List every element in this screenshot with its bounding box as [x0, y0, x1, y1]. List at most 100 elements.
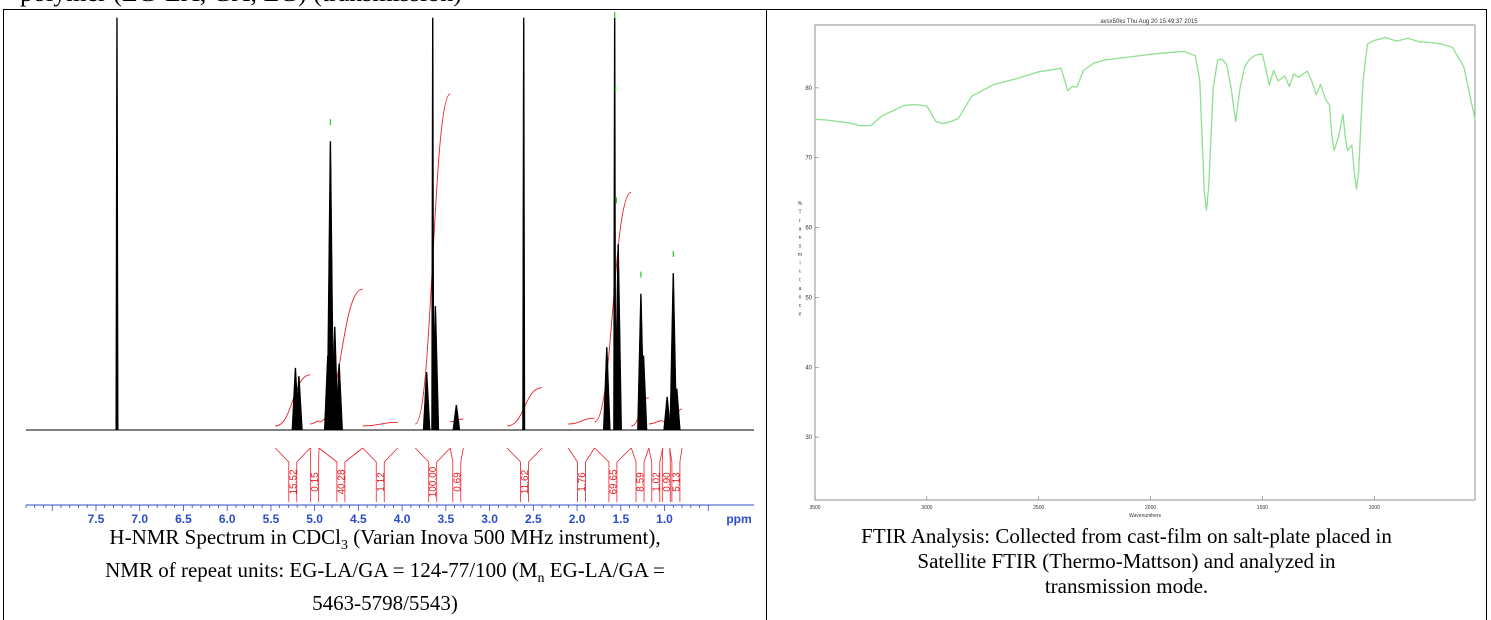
nmr-integral-brackets: 15.52 0.15 40.28 1.12 100.00 0.69 11.62 1.76 69.… — [275, 447, 683, 502]
nmr-integral-label: 11.62 — [520, 469, 531, 494]
nmr-tick-label: 1.0 — [656, 512, 673, 526]
ftir-panel: avsx50ks Thu Aug 20 15:49:37 2015 30 40 50… — [767, 10, 1486, 620]
nmr-caption-line-1-a: H-NMR Spectrum in CDCl — [109, 525, 341, 549]
nmr-integral-bracket — [648, 447, 664, 502]
nmr-integral-bracket — [567, 447, 595, 502]
ftir-spectrum: avsx50ks Thu Aug 20 15:49:37 2015 30 40 50… — [798, 19, 1476, 519]
nmr-tick-label: 6.0 — [219, 512, 236, 526]
ftir-y-label-letter: a — [799, 227, 802, 233]
ftir-y-label-letter: a — [799, 286, 802, 292]
ftir-x-tick-label: 3500 — [809, 505, 820, 511]
header-fragment-text: polymer (EG-LA, GA, EG) (transmission) — [20, 0, 462, 8]
nmr-tick-label: 5.5 — [263, 512, 280, 526]
nmr-integral-curve — [594, 191, 632, 423]
nmr-panel: 15.52 0.15 40.28 1.12 100.00 0.69 11.62 1.76 69.… — [4, 10, 766, 620]
nmr-peak-markers — [329, 12, 674, 278]
nmr-peak — [295, 376, 303, 431]
ftir-x-tick-label: 1500 — [1257, 505, 1268, 511]
nmr-integral-label: 0.15 — [310, 472, 321, 492]
nmr-integral-bracket — [414, 447, 451, 502]
nmr-tick-label: 5.0 — [306, 512, 323, 526]
ftir-y-label-letter: m — [798, 252, 802, 258]
ftir-y-label-letter: e — [799, 312, 802, 318]
nmr-axis-unit: ppm — [726, 512, 751, 526]
ftir-caption-line-1: FTIR Analysis: Collected from cast-film … — [861, 524, 1392, 548]
nmr-integral-curve — [310, 420, 320, 425]
nmr-caption-line-1-b: (Varian Inova 500 MHz instrument), — [348, 525, 661, 549]
nmr-integral-label: 1.12 — [376, 472, 387, 492]
nmr-integral-label: 1.02 — [651, 472, 662, 492]
nmr-peak — [115, 17, 119, 431]
ftir-caption-line-3: transmission mode. — [1044, 574, 1209, 598]
nmr-peak — [639, 355, 648, 431]
ftir-x-tick-label: 1000 — [1369, 505, 1380, 511]
nmr-integral-bracket — [309, 447, 320, 502]
nmr-integral-bracket — [449, 447, 464, 502]
nmr-integral-curve — [362, 421, 398, 427]
nmr-tick-label: 4.5 — [350, 512, 367, 526]
ftir-y-label-letter: n — [799, 295, 802, 301]
nmr-tick-label: 6.5 — [175, 512, 192, 526]
nmr-peak — [663, 396, 671, 431]
ftir-caption: FTIR Analysis: Collected from cast-film … — [767, 524, 1486, 599]
table-border-middle — [766, 9, 767, 620]
ftir-y-label-letter: % — [798, 201, 803, 207]
nmr-integral-label: 8.59 — [636, 472, 647, 492]
ftir-y-label-letter: i — [799, 261, 800, 267]
nmr-x-axis: 7.5 7.0 6.5 6.0 5.5 5.0 4.5 4.0 3.5 3.0 2.5 2.0 1.5 1… — [25, 504, 754, 526]
nmr-caption-line-2: NMR of repeat units: EG-LA/GA = 124-77/1… — [4, 558, 766, 591]
nmr-peak — [452, 404, 461, 431]
ftir-x-tick-label: 2000 — [1145, 505, 1156, 511]
nmr-integral-bracket — [661, 447, 671, 502]
nmr-peak — [614, 244, 622, 431]
nmr-integral-label: 100.00 — [428, 466, 439, 497]
ftir-y-tick-label: 60 — [805, 226, 812, 232]
ftir-plot-frame — [814, 24, 1476, 501]
nmr-integral-label: 15.52 — [288, 469, 299, 494]
ftir-y-label-letter: t — [799, 278, 801, 284]
table-border-top — [3, 9, 1487, 10]
ftir-y-label-letter: c — [799, 303, 802, 309]
nmr-integral-curve — [275, 374, 311, 427]
ftir-x-axis-label: Wavenumbers — [1129, 513, 1162, 519]
nmr-caption-line-1: H-NMR Spectrum in CDCl3 (Varian Inova 50… — [4, 525, 766, 558]
nmr-tick-label: 2.0 — [569, 512, 586, 526]
ftir-y-label-letter: t — [799, 269, 801, 275]
ftir-x-tick-label: 2500 — [1033, 505, 1044, 511]
nmr-tick-label: 3.5 — [438, 512, 455, 526]
ftir-series-line — [814, 36, 1476, 211]
nmr-peak — [335, 363, 343, 431]
ftir-y-tick-label: 50 — [805, 295, 812, 301]
ftir-y-label-letter: T — [798, 210, 801, 216]
ftir-axes: 30 40 50 60 70 80 3500 3000 2500 2000 1500 1000 — [805, 86, 1380, 511]
nmr-integral-label: 0.90 — [662, 472, 673, 492]
nmr-integral-bracket — [275, 447, 311, 502]
nmr-integral-bracket — [669, 447, 683, 502]
nmr-integral-label: 1.76 — [577, 472, 588, 492]
ftir-plot-header: avsx50ks Thu Aug 20 15:49:37 2015 — [1100, 19, 1198, 25]
nmr-integral-bracket — [594, 447, 632, 502]
nmr-peak — [431, 306, 440, 431]
ftir-spectrum-line — [814, 36, 1476, 211]
nmr-peak — [602, 347, 611, 431]
ftir-y-tick-label: 30 — [805, 435, 812, 441]
nmr-integral-bracket — [318, 447, 364, 502]
nmr-tick-label: 7.5 — [88, 512, 105, 526]
nmr-integral-curve — [568, 417, 595, 425]
nmr-peak — [672, 388, 681, 431]
nmr-caption-sub-3: 3 — [341, 538, 348, 554]
nmr-integral-bracket — [362, 447, 399, 502]
nmr-integral-curve — [648, 420, 663, 425]
nmr-peak — [522, 17, 526, 431]
table-border-right — [1486, 9, 1487, 620]
header-fragment: polymer (EG-LA, GA, EG) (transmission) — [0, 0, 1491, 9]
nmr-caption-line-2-b: EG-LA/GA = — [544, 558, 665, 583]
nmr-spectrum: 15.52 0.15 40.28 1.12 100.00 0.69 11.62 1.76 69.… — [25, 12, 754, 526]
ftir-y-label-letter: n — [799, 235, 802, 241]
ftir-y-label-letter: r — [799, 218, 801, 224]
nmr-integral-label: 40.28 — [336, 469, 347, 494]
nmr-integral-bracket — [630, 447, 650, 502]
nmr-tick-label: 4.0 — [394, 512, 411, 526]
nmr-caption-sub-n: n — [537, 571, 545, 587]
ftir-y-tick-label: 80 — [805, 86, 812, 92]
